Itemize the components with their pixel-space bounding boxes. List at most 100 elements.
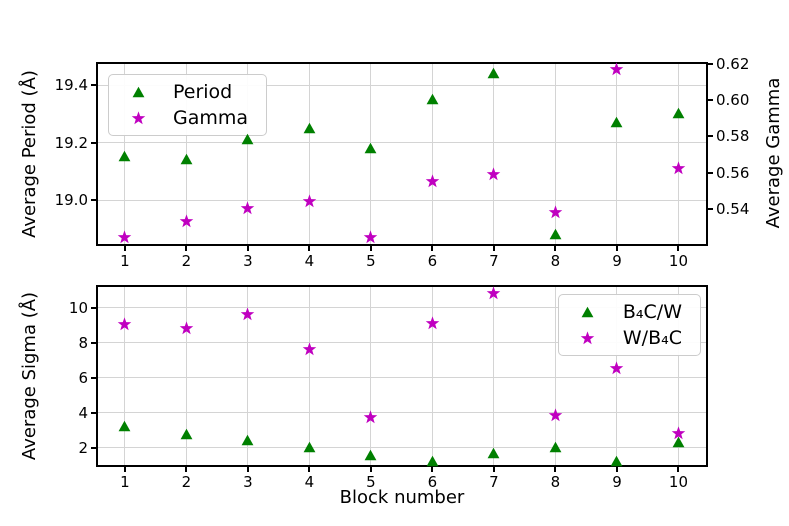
x-tick-mark xyxy=(431,246,434,251)
x-tick-label: 9 xyxy=(612,252,622,270)
gridline-vertical xyxy=(554,62,556,246)
top-plot-area: Period Gamma xyxy=(96,62,708,246)
legend-box: Period Gamma xyxy=(108,74,268,136)
triangle-marker-icon xyxy=(180,428,193,440)
triangle-marker-icon xyxy=(487,67,500,79)
x-tick-mark xyxy=(615,467,618,472)
y-tick-mark xyxy=(91,446,96,449)
triangle-legend-icon xyxy=(115,86,161,98)
x-tick-label: 4 xyxy=(304,252,315,270)
star-marker-icon xyxy=(363,230,378,245)
y-tick-label: 19.0 xyxy=(54,191,88,209)
star-marker-icon xyxy=(671,161,686,176)
x-tick-label: 7 xyxy=(489,252,499,270)
x-tick-label: 2 xyxy=(181,473,192,491)
gridline-vertical xyxy=(431,62,433,246)
triangle-marker-icon xyxy=(303,441,316,453)
triangle-marker-icon xyxy=(487,447,500,459)
y-tick-label: 6 xyxy=(78,368,88,387)
gridline-horizontal xyxy=(96,447,708,449)
y2-tick-mark xyxy=(708,99,713,102)
x-tick-label: 8 xyxy=(550,473,561,491)
y2-tick-mark xyxy=(708,207,713,210)
gridline-horizontal xyxy=(96,377,708,379)
triangle-marker-icon xyxy=(426,93,439,105)
gridline-vertical xyxy=(308,285,310,467)
gridline-vertical xyxy=(616,62,618,246)
y-tick-mark xyxy=(91,376,96,379)
triangle-marker-icon xyxy=(610,116,623,128)
legend-row: Period xyxy=(115,79,248,105)
star-marker-icon xyxy=(179,321,194,336)
triangle-marker-icon xyxy=(549,441,562,453)
gridline-vertical xyxy=(616,285,618,467)
x-tick-label: 3 xyxy=(243,473,253,491)
star-marker-icon xyxy=(548,205,563,220)
triangle-marker-icon xyxy=(180,153,193,165)
x-tick-mark xyxy=(123,246,126,251)
star-legend-icon xyxy=(565,330,611,346)
gridline-vertical xyxy=(493,285,495,467)
triangle-marker-icon xyxy=(241,133,254,145)
star-marker-icon xyxy=(240,307,255,322)
y-tick-label: 4 xyxy=(78,403,88,422)
x-tick-mark xyxy=(369,467,372,472)
y-tick-mark xyxy=(91,199,96,201)
triangle-marker-icon xyxy=(364,142,377,154)
x-tick-label: 6 xyxy=(427,252,438,270)
legend-row: W/B₄C xyxy=(565,325,682,351)
star-marker-icon xyxy=(302,194,317,209)
gridline-vertical xyxy=(308,62,310,246)
triangle-marker-icon xyxy=(672,436,685,448)
gridline-horizontal xyxy=(96,342,708,344)
star-marker-icon xyxy=(486,167,501,182)
legend-label: Gamma xyxy=(173,107,249,129)
x-tick-mark xyxy=(308,246,311,251)
star-marker-icon xyxy=(302,341,317,357)
y-tick-mark xyxy=(91,306,96,309)
gridline-horizontal xyxy=(96,84,708,86)
x-tick-mark xyxy=(185,246,188,251)
gridline-horizontal xyxy=(96,142,708,143)
x-tick-label: 2 xyxy=(181,252,192,270)
y-tick-mark xyxy=(91,84,96,86)
gridline-vertical xyxy=(247,62,249,246)
gridline-horizontal xyxy=(96,199,708,201)
x-tick-label: 5 xyxy=(366,252,376,270)
legend-label: Period xyxy=(173,81,233,103)
x-tick-mark xyxy=(246,467,249,472)
y2-tick-label: 0.60 xyxy=(716,91,750,110)
x-tick-mark xyxy=(185,467,188,472)
y-tick-label: 2 xyxy=(78,438,88,457)
x-tick-label: 4 xyxy=(304,473,315,491)
star-marker-icon xyxy=(609,62,624,77)
y-tick-mark xyxy=(91,411,96,414)
x-tick-label: 10 xyxy=(668,252,689,270)
star-marker-icon xyxy=(425,174,440,189)
gridline-vertical xyxy=(431,285,433,467)
star-marker-icon xyxy=(425,316,440,331)
y2-tick-mark xyxy=(708,171,713,174)
star-marker-icon xyxy=(179,214,194,229)
y-tick-mark xyxy=(91,341,96,344)
triangle-marker-icon xyxy=(303,122,316,134)
y2-tick-label: 0.62 xyxy=(716,54,750,73)
triangle-marker-icon xyxy=(610,455,623,467)
star-marker-icon xyxy=(117,317,132,332)
gridline-vertical xyxy=(185,285,187,467)
gridline-horizontal xyxy=(96,412,708,414)
y2-tick-label: 0.58 xyxy=(716,127,750,146)
y2-tick-mark xyxy=(708,135,713,138)
star-marker-icon xyxy=(486,285,501,301)
triangle-marker-icon xyxy=(364,449,377,461)
legend-label: W/B₄C xyxy=(622,327,682,349)
triangle-marker-icon xyxy=(118,150,131,162)
legend-row: B₄C/W xyxy=(565,299,682,325)
x-tick-mark xyxy=(554,467,557,472)
y-tick-label: 10 xyxy=(68,298,88,317)
triangle-marker-icon xyxy=(118,420,131,432)
x-tick-label: 10 xyxy=(668,473,689,491)
x-tick-mark xyxy=(677,467,680,472)
x-tick-mark xyxy=(431,467,434,472)
x-tick-mark xyxy=(492,246,495,251)
